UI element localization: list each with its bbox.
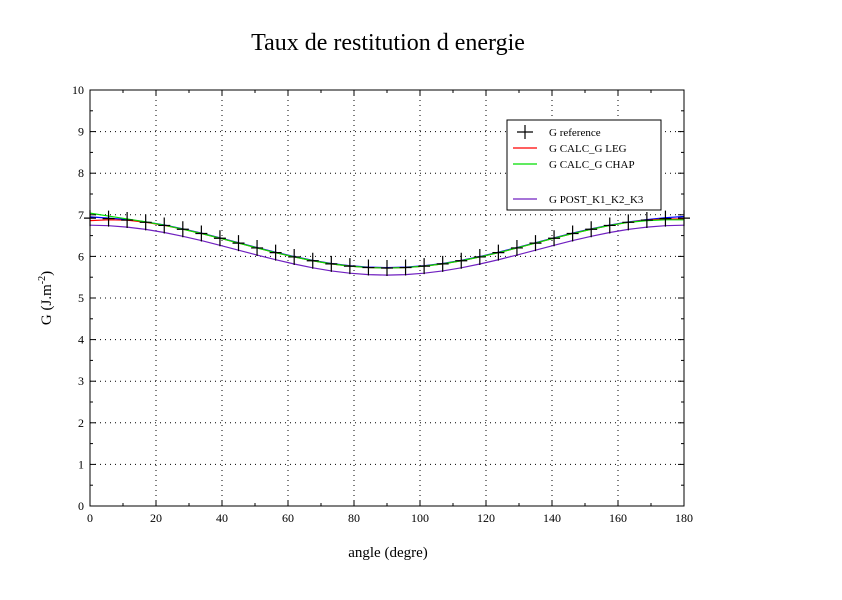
reference-point xyxy=(158,217,171,234)
reference-point xyxy=(362,259,375,276)
reference-point xyxy=(622,214,635,231)
series-line xyxy=(89,212,684,269)
reference-point xyxy=(288,248,301,265)
x-tick-label: 140 xyxy=(543,511,561,525)
reference-point xyxy=(306,252,319,269)
reference-point xyxy=(640,212,653,229)
reference-point xyxy=(121,212,134,229)
legend: G reference G CALC_G LEG G CALC_G CHAP G PO… xyxy=(506,119,662,211)
reference-point xyxy=(473,248,486,265)
reference-point xyxy=(436,255,449,272)
reference-point xyxy=(176,221,189,238)
reference-point xyxy=(251,239,264,256)
y-tick-label: 7 xyxy=(78,208,84,222)
reference-point xyxy=(381,260,393,277)
x-tick-label: 60 xyxy=(282,511,294,525)
legend-box xyxy=(506,119,662,211)
legend-label: G CALC_G CHAP xyxy=(549,159,635,171)
reference-point xyxy=(195,225,208,242)
y-tick-label: 2 xyxy=(78,416,84,430)
chart-title: Taux de restitution d energie xyxy=(251,30,525,56)
series-line xyxy=(89,215,685,269)
y-axis-label-sup: -2 xyxy=(37,276,48,284)
x-tick-label: 180 xyxy=(675,511,693,525)
x-tick-label: 160 xyxy=(609,511,627,525)
x-tick-label: 20 xyxy=(150,511,162,525)
reference-point xyxy=(418,258,431,275)
y-tick-label: 0 xyxy=(78,499,84,513)
reference-point xyxy=(603,217,616,234)
reference-point xyxy=(529,235,542,252)
y-tick-label: 3 xyxy=(78,374,84,388)
y-axis-label: G (J.m-2) xyxy=(37,271,55,325)
reference-point xyxy=(213,230,226,247)
x-tick-label: 0 xyxy=(87,511,93,525)
reference-point xyxy=(325,255,338,272)
legend-label: G CALC_G LEG xyxy=(549,143,627,155)
reference-point xyxy=(659,210,672,227)
y-tick-label: 5 xyxy=(78,291,84,305)
y-axis-label-end: ) xyxy=(39,271,55,276)
x-axis-label: angle (degre) xyxy=(348,545,428,561)
y-axis-label-main: G (J.m xyxy=(39,284,55,325)
y-tick-label: 4 xyxy=(78,333,84,347)
reference-point xyxy=(399,259,412,276)
reference-point xyxy=(510,239,523,256)
reference-point xyxy=(492,244,505,261)
reference-point xyxy=(566,225,579,242)
reference-point xyxy=(343,258,356,275)
reference-point xyxy=(455,252,468,269)
reference-point xyxy=(585,221,598,238)
legend-label: G reference xyxy=(549,127,601,139)
reference-point xyxy=(548,230,561,247)
reference-point xyxy=(102,210,115,227)
reference-point xyxy=(269,244,282,261)
y-tick-label: 6 xyxy=(78,249,84,263)
y-tick-label: 10 xyxy=(72,83,84,97)
y-tick-label: 8 xyxy=(78,166,84,180)
x-tick-label: 120 xyxy=(477,511,495,525)
legend-marker xyxy=(517,125,533,139)
y-tick-label: 9 xyxy=(78,125,84,139)
legend-label: G POST_K1_K2_K3 xyxy=(549,194,644,206)
x-tick-label: 40 xyxy=(216,511,228,525)
reference-point xyxy=(232,235,245,252)
x-tick-label: 80 xyxy=(348,511,360,525)
x-tick-label: 100 xyxy=(411,511,429,525)
y-tick-label: 1 xyxy=(78,457,84,471)
reference-point xyxy=(139,214,152,231)
